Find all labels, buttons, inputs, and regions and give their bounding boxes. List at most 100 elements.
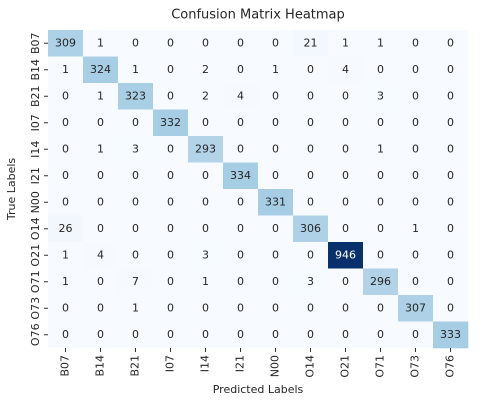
cell-label: 0 <box>342 116 349 129</box>
y-tick-label: O73 <box>29 297 42 320</box>
cell <box>293 242 329 269</box>
cell-label: 0 <box>237 116 244 129</box>
cell <box>83 321 119 349</box>
cell <box>153 321 189 349</box>
cell <box>83 162 119 190</box>
cell <box>48 162 84 190</box>
cell <box>258 321 294 349</box>
y-tick-label: O21 <box>29 244 42 267</box>
cell-label: 0 <box>97 301 104 314</box>
cell-label: 0 <box>307 328 314 341</box>
cell-label: 0 <box>97 116 104 129</box>
cell-label: 0 <box>377 63 384 76</box>
cell-label: 0 <box>62 116 69 129</box>
cell <box>153 295 189 322</box>
cell-label: 0 <box>272 36 279 49</box>
cell-label: 0 <box>307 301 314 314</box>
cell-label: 3 <box>132 142 139 155</box>
cell-label: 0 <box>97 275 104 288</box>
cell <box>118 162 154 190</box>
cell-label: 3 <box>307 275 314 288</box>
cell-label: 0 <box>377 116 384 129</box>
cell-label: 0 <box>62 169 69 182</box>
cell <box>293 109 329 137</box>
cell-label: 0 <box>412 275 419 288</box>
cell <box>188 242 224 269</box>
cell <box>153 109 189 137</box>
cell <box>48 109 84 137</box>
cell <box>118 109 154 137</box>
cell-label: 946 <box>335 248 356 261</box>
cell <box>258 162 294 190</box>
cell-label: 4 <box>342 63 349 76</box>
cell-label: 0 <box>412 116 419 129</box>
cell-label: 0 <box>307 248 314 261</box>
cell <box>398 215 434 243</box>
cell-label: 0 <box>237 195 244 208</box>
y-tick-label: N00 <box>29 191 42 213</box>
cell <box>328 83 364 110</box>
cell <box>258 56 294 84</box>
cell <box>153 242 189 269</box>
cell-label: 0 <box>272 301 279 314</box>
cell-label: 0 <box>447 301 454 314</box>
cell <box>293 162 329 190</box>
cell <box>48 136 84 163</box>
cell-label: 0 <box>97 328 104 341</box>
cell <box>118 242 154 269</box>
cell <box>188 295 224 322</box>
cell <box>118 56 154 84</box>
cell <box>48 56 84 84</box>
cell <box>153 268 189 296</box>
cell-label: 0 <box>97 195 104 208</box>
cell <box>223 30 259 57</box>
cell <box>223 56 259 84</box>
cell <box>433 295 469 322</box>
cell-label: 0 <box>62 142 69 155</box>
cell <box>83 83 119 110</box>
cell <box>118 215 154 243</box>
cell <box>223 321 259 349</box>
x-tick-label: B14 <box>94 355 107 377</box>
cell <box>363 109 399 137</box>
cell <box>48 295 84 322</box>
cell <box>328 56 364 84</box>
cell-label: 0 <box>447 222 454 235</box>
cell-label: 0 <box>447 116 454 129</box>
cell-label: 0 <box>167 169 174 182</box>
cell <box>398 242 434 269</box>
cell-label: 1 <box>342 36 349 49</box>
cell-label: 0 <box>167 142 174 155</box>
cell <box>293 215 329 243</box>
x-axis-title: Predicted Labels <box>213 383 304 396</box>
cell-label: 334 <box>230 169 251 182</box>
cell <box>433 83 469 110</box>
cell <box>83 189 119 216</box>
cell <box>328 242 364 269</box>
cell <box>118 30 154 57</box>
cell <box>363 30 399 57</box>
cell-label: 296 <box>370 275 391 288</box>
cell-label: 0 <box>132 248 139 261</box>
x-tick-label: B07 <box>59 355 72 377</box>
cell <box>188 162 224 190</box>
cell-label: 1 <box>202 275 209 288</box>
cell <box>223 109 259 137</box>
cell <box>223 189 259 216</box>
cell-label: 0 <box>307 142 314 155</box>
cell-label: 332 <box>160 116 181 129</box>
cell <box>293 189 329 216</box>
cell <box>398 189 434 216</box>
cell <box>398 162 434 190</box>
cell-label: 0 <box>412 195 419 208</box>
cell <box>223 162 259 190</box>
x-tick-label: O71 <box>374 355 387 378</box>
cell-label: 0 <box>447 142 454 155</box>
x-tick-label: I07 <box>164 355 177 372</box>
cell <box>398 268 434 296</box>
cell <box>363 215 399 243</box>
cell-label: 0 <box>237 301 244 314</box>
cell <box>118 136 154 163</box>
cell <box>118 295 154 322</box>
